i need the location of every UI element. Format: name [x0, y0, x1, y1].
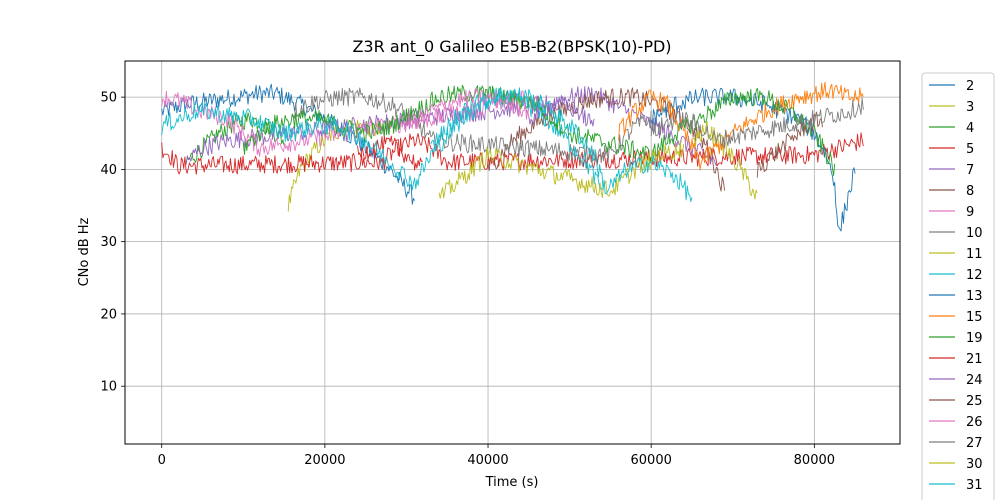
- legend-label-25: 25: [966, 394, 983, 409]
- series-line-26: [406, 88, 530, 130]
- legend-label-30: 30: [966, 457, 983, 472]
- legend-label-11: 11: [966, 247, 983, 262]
- legend-label-26: 26: [966, 415, 983, 430]
- series-line-9: [161, 90, 546, 157]
- series-line-12: [430, 87, 603, 191]
- plot-frame: [124, 60, 901, 445]
- legend-label-12: 12: [966, 268, 983, 283]
- series-line-5: [161, 132, 864, 175]
- x-tick-label: 0: [158, 453, 166, 468]
- y-tick-label: 20: [100, 307, 117, 322]
- legend-label-24: 24: [966, 373, 983, 388]
- x-tick-label: 40000: [467, 453, 508, 468]
- x-axis-label: Time (s): [485, 475, 539, 490]
- y-tick-label: 30: [100, 235, 117, 250]
- legend-label-19: 19: [966, 331, 983, 346]
- legend-box: [921, 72, 995, 500]
- series-lines: [161, 81, 864, 232]
- legend-label-31: 31: [966, 478, 983, 493]
- legend-label-27: 27: [966, 436, 983, 451]
- x-tick-label: 20000: [304, 453, 345, 468]
- y-axis-label: CNo dB Hz: [77, 217, 92, 286]
- x-axis-ticks: 0 20000 40000 60000 80000: [158, 444, 835, 468]
- y-tick-label: 40: [100, 163, 117, 178]
- y-tick-label: 50: [100, 91, 117, 106]
- grid-lines: [125, 61, 900, 444]
- y-axis-ticks: 10 20 30 40 50: [100, 91, 125, 395]
- legend-label-10: 10: [966, 226, 983, 241]
- legend-label-2: 2: [966, 79, 974, 94]
- legend-label-15: 15: [966, 310, 983, 325]
- legend-label-21: 21: [966, 352, 983, 367]
- series-line-10: [291, 87, 652, 164]
- legend-label-13: 13: [966, 289, 983, 304]
- series-line-30: [438, 140, 685, 199]
- plot-area: [161, 81, 864, 232]
- chart-title: Z3R ant_0 Galileo E5B-B2(BPSK(10)-PD): [352, 37, 671, 57]
- legend-label-4: 4: [966, 121, 974, 136]
- series-line-31: [161, 87, 693, 202]
- legend: 2 3 4 5 7 8 9 10 11 12 13 15 19 21 24 25 26 27 30 31: [921, 72, 995, 500]
- legend-label-3: 3: [966, 100, 974, 115]
- x-tick-label: 60000: [631, 453, 672, 468]
- legend-label-7: 7: [966, 163, 974, 178]
- x-tick-label: 80000: [794, 453, 835, 468]
- legend-label-5: 5: [966, 142, 974, 157]
- series-line-21: [357, 135, 423, 171]
- legend-label-9: 9: [966, 205, 974, 220]
- series-line-27: [650, 97, 864, 149]
- legend-label-8: 8: [966, 184, 974, 199]
- y-tick-label: 10: [100, 380, 117, 395]
